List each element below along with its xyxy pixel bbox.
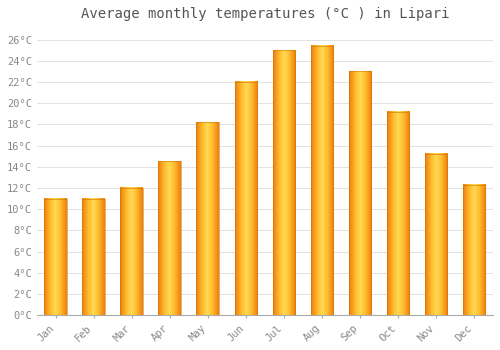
Bar — [158, 161, 182, 315]
Bar — [462, 185, 485, 315]
Bar — [44, 198, 67, 315]
Bar — [310, 46, 334, 315]
Bar — [386, 112, 409, 315]
Bar — [272, 50, 295, 315]
Title: Average monthly temperatures (°C ) in Lipari: Average monthly temperatures (°C ) in Li… — [80, 7, 449, 21]
Bar — [348, 71, 372, 315]
Bar — [196, 122, 220, 315]
Bar — [82, 198, 105, 315]
Bar — [234, 82, 258, 315]
Bar — [120, 188, 144, 315]
Bar — [424, 154, 448, 315]
